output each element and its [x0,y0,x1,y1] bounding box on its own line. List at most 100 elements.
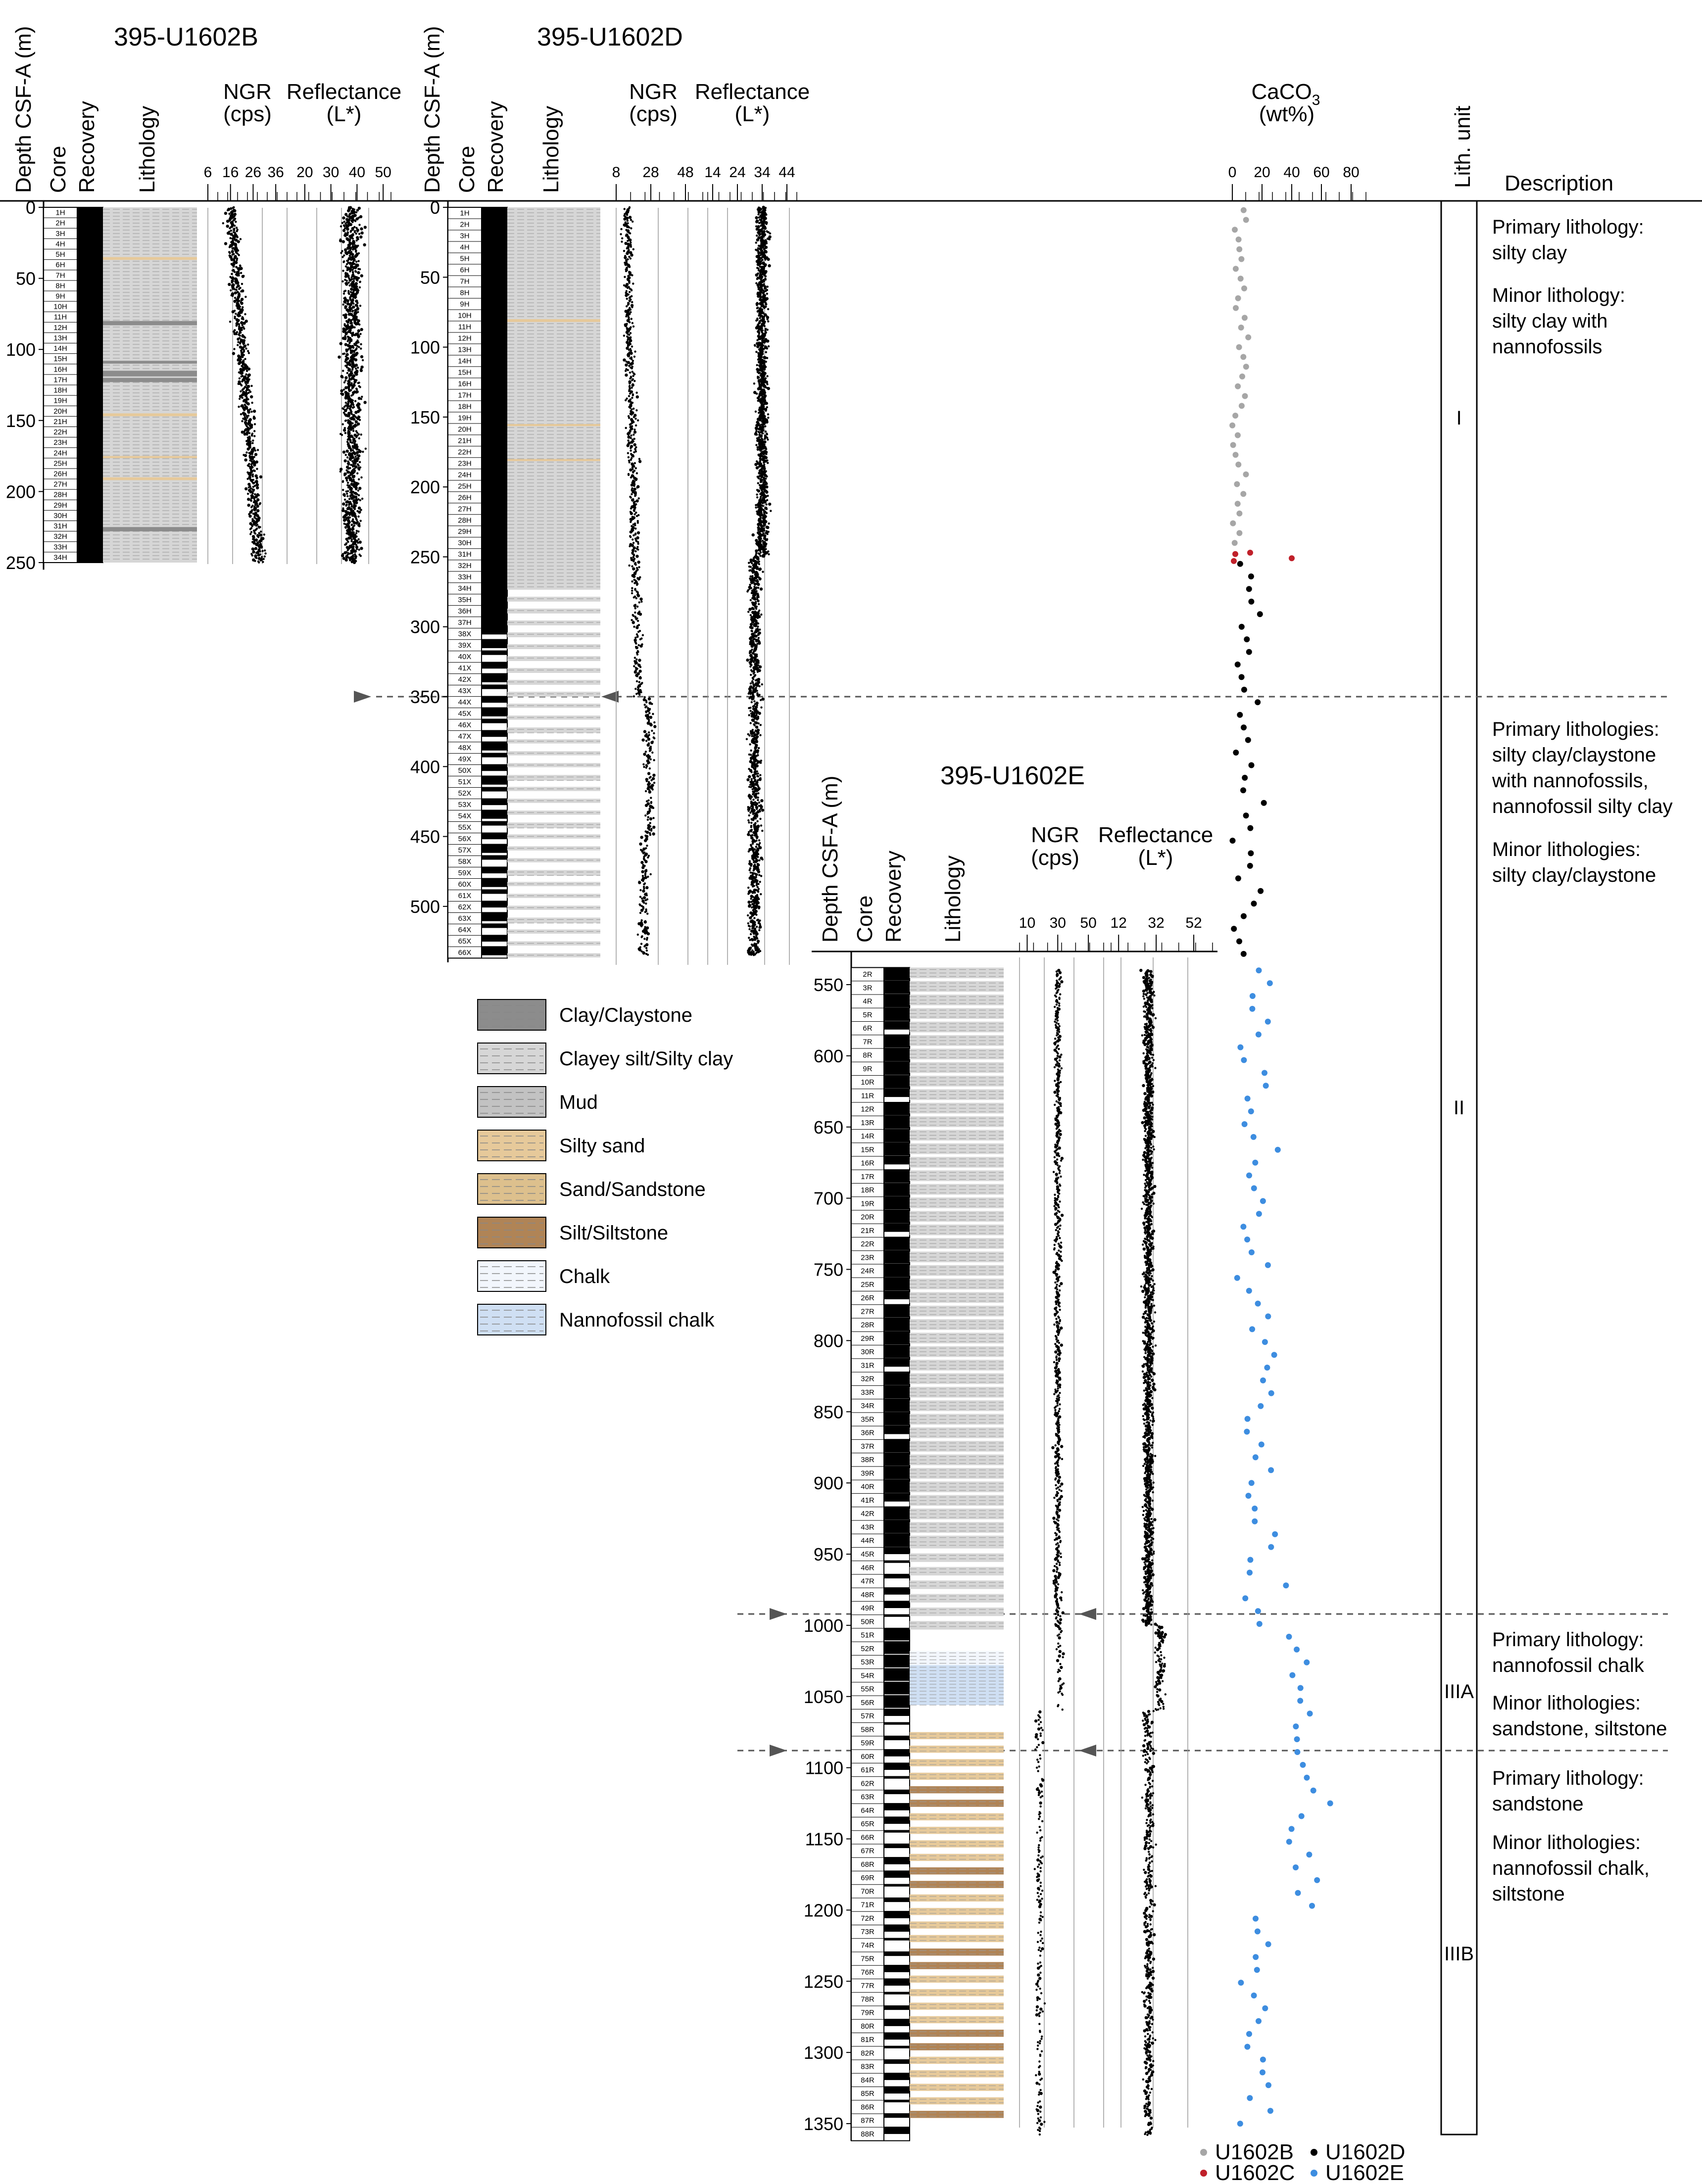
lithology-block [910,1021,1004,1033]
core-label: 57R [861,1712,875,1720]
data-point [758,234,761,237]
legend-item-clay: Clay/Claystone [477,999,692,1031]
data-point [244,407,247,410]
data-point [346,415,349,418]
data-point [231,281,233,284]
data-point [239,238,242,240]
data-point [628,461,631,464]
data-point [254,538,258,542]
data-point [340,252,342,254]
data-point [351,402,354,404]
data-point [356,308,359,311]
data-point [252,541,256,545]
data-point [351,528,354,531]
data-point [350,276,353,279]
data-point [351,334,353,337]
data-point [358,461,361,464]
data-point [630,483,634,487]
site-legend-c: U1602C [1215,2161,1295,2184]
panel-grid [207,208,1188,2128]
recovery-fill [884,1655,910,1667]
data-point [635,680,638,683]
data-point [755,228,758,231]
recovery-fill [884,1804,910,1810]
data-point [632,574,636,578]
core-label: 16H [458,380,472,388]
data-point [629,530,633,534]
hole-title-b: 395-U1602B [114,23,258,51]
data-point [647,697,651,701]
data-point [228,233,231,235]
ngr-points-d [620,206,657,956]
data-point [633,451,635,454]
core-label: 22R [861,1240,875,1248]
recovery-fill [884,2087,910,2094]
recovery-fill [884,1358,910,1367]
core-label: 58R [861,1725,875,1734]
data-point [345,477,348,480]
data-point [242,339,246,342]
lithology-block [910,1305,1004,1317]
data-point [239,342,242,345]
lith-unit-label: Lith. unit [1451,106,1475,188]
data-point [342,216,345,220]
lithology-block [910,1265,1004,1276]
data-point [350,503,353,506]
data-point [351,221,354,223]
recovery-fill [77,249,103,260]
lithology-block [910,2084,1004,2091]
site-legend-dot-d [1311,2149,1317,2156]
data-point [363,226,367,229]
recovery-fill [884,1817,910,1824]
data-point [243,421,247,425]
data-point [349,405,352,408]
data-point [349,441,352,443]
data-point [766,347,769,350]
data-point [632,325,635,328]
lithology-block [910,1827,1004,1834]
recovery-fill [482,719,507,723]
lithology-block [910,1143,1004,1154]
core-label: 56X [458,835,472,843]
recovery-fill [884,1938,910,1941]
data-point [348,514,351,516]
data-point [767,308,770,310]
data-point [356,493,358,496]
recovery-fill [482,582,507,594]
lithology-block [910,1427,1004,1438]
data-point [630,449,632,452]
header-b: Depth CSF-A (m) Core Recovery Lithology … [11,26,401,193]
data-point [347,247,349,250]
data-point [354,400,357,402]
data-point [757,380,761,383]
core-label: 41X [458,664,472,672]
boundary-arrows [354,691,1096,1757]
data-point [632,394,634,396]
recovery-label-d: Recovery [484,101,508,193]
data-point [644,874,647,876]
core-label: 31H [458,550,472,559]
data-point [638,685,641,688]
core-label: 19R [861,1199,875,1208]
data-point [249,491,252,494]
data-point [644,790,647,793]
data-point [626,252,629,255]
axis-tick-label: 52 [1185,915,1202,931]
recovery-fill [482,764,507,771]
recovery-fill [884,1979,910,1986]
data-point [342,502,345,506]
data-point [359,520,362,522]
lithology-band [103,257,197,260]
data-point [341,392,344,396]
data-point [250,448,253,451]
depth-label-b: Depth CSF-A (m) [11,26,36,193]
data-point [236,252,239,255]
data-point [344,558,348,562]
lithology-block [507,207,600,585]
data-point [351,475,355,478]
data-point [344,454,347,456]
legend-item-mud: Mud [477,1086,598,1118]
data-point [253,435,256,437]
